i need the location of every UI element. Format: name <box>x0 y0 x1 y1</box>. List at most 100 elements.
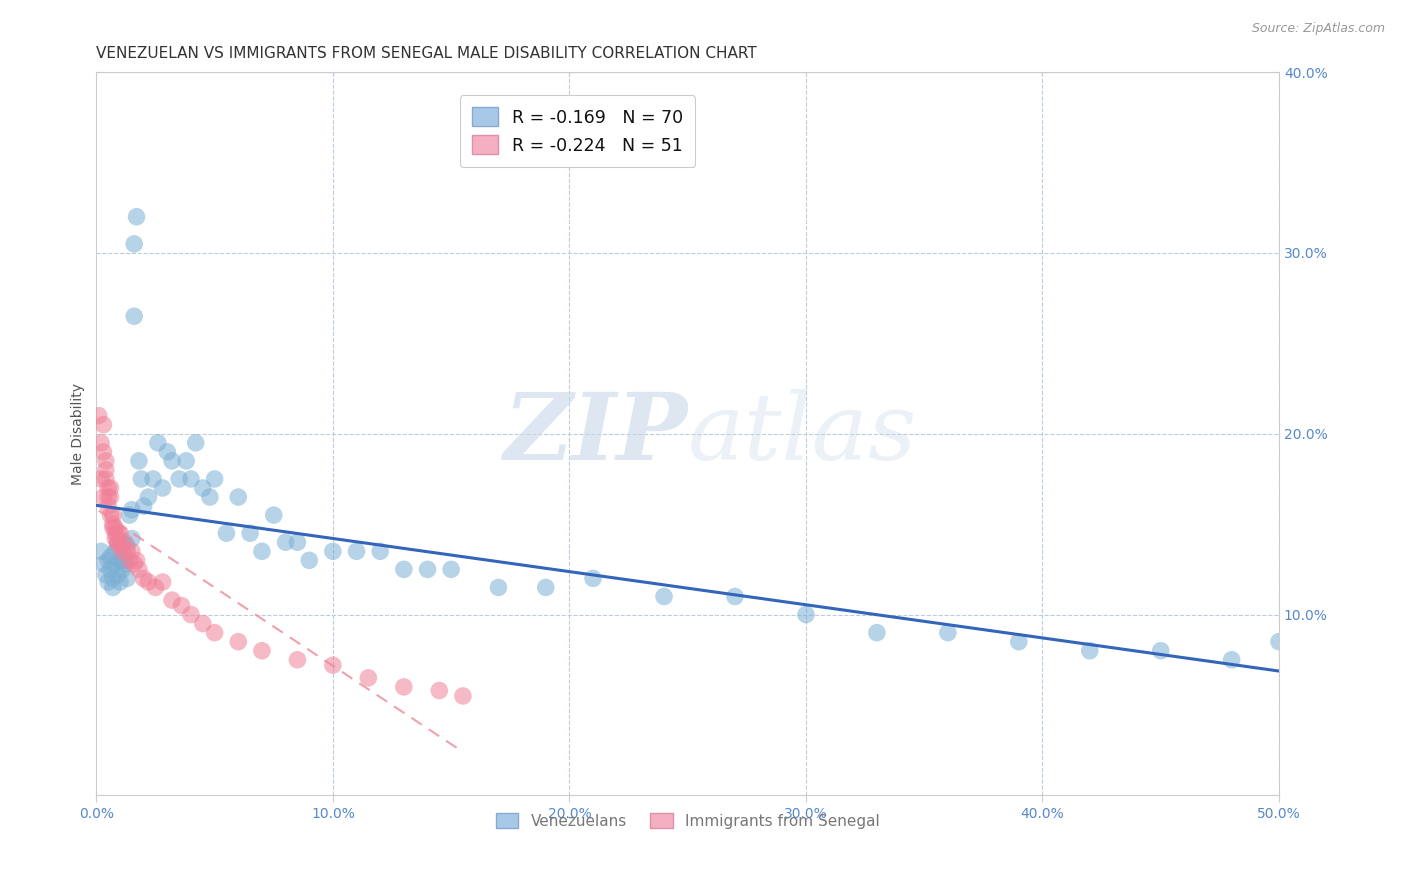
Point <box>121 544 143 558</box>
Point <box>122 557 145 571</box>
Point <box>152 574 174 589</box>
Point <box>125 210 148 224</box>
Point <box>100 490 122 504</box>
Point <box>180 472 202 486</box>
Point <box>160 593 183 607</box>
Point <box>115 539 138 553</box>
Point <box>104 544 127 558</box>
Point <box>122 236 145 251</box>
Point <box>118 553 141 567</box>
Point <box>100 562 122 576</box>
Point <box>97 553 120 567</box>
Point <box>122 310 145 324</box>
Point <box>582 571 605 585</box>
Point <box>121 502 143 516</box>
Point <box>107 567 129 582</box>
Point <box>101 571 124 585</box>
Point <box>204 472 226 486</box>
Point <box>298 553 321 567</box>
Point <box>174 454 197 468</box>
Point <box>101 508 124 522</box>
Point <box>107 535 129 549</box>
Y-axis label: Male Disability: Male Disability <box>72 383 86 484</box>
Point <box>87 409 110 423</box>
Point <box>90 544 112 558</box>
Point <box>250 544 273 558</box>
Point <box>97 499 120 513</box>
Point <box>108 539 131 553</box>
Point <box>427 683 450 698</box>
Point <box>125 553 148 567</box>
Point <box>534 581 557 595</box>
Point <box>138 574 160 589</box>
Point <box>1008 634 1031 648</box>
Point <box>101 521 124 535</box>
Point <box>184 435 207 450</box>
Point <box>128 562 150 576</box>
Point <box>866 625 889 640</box>
Point <box>440 562 463 576</box>
Point <box>1220 653 1243 667</box>
Point <box>652 590 675 604</box>
Point <box>142 472 165 486</box>
Point <box>794 607 817 622</box>
Point <box>322 658 344 673</box>
Point <box>191 481 214 495</box>
Point <box>97 490 120 504</box>
Point <box>1268 634 1291 648</box>
Point <box>226 490 249 504</box>
Point <box>108 553 131 567</box>
Point <box>107 535 129 549</box>
Point <box>93 445 115 459</box>
Point <box>128 454 150 468</box>
Point <box>132 499 155 513</box>
Point <box>104 557 127 571</box>
Point <box>108 526 131 541</box>
Point <box>198 490 221 504</box>
Point <box>114 557 136 571</box>
Point <box>97 481 120 495</box>
Point <box>160 454 183 468</box>
Text: ZIP: ZIP <box>503 389 688 479</box>
Point <box>156 445 179 459</box>
Point <box>107 539 129 553</box>
Point <box>357 671 380 685</box>
Point <box>936 625 959 640</box>
Point <box>274 535 297 549</box>
Point <box>94 463 117 477</box>
Point <box>111 562 134 576</box>
Point <box>100 481 122 495</box>
Point <box>145 581 167 595</box>
Point <box>115 571 138 585</box>
Point <box>94 567 117 582</box>
Point <box>104 521 127 535</box>
Text: VENEZUELAN VS IMMIGRANTS FROM SENEGAL MALE DISABILITY CORRELATION CHART: VENEZUELAN VS IMMIGRANTS FROM SENEGAL MA… <box>97 46 756 62</box>
Point <box>111 535 134 549</box>
Point <box>416 562 439 576</box>
Point <box>121 532 143 546</box>
Point <box>346 544 368 558</box>
Point <box>392 562 415 576</box>
Point <box>100 508 122 522</box>
Point <box>250 644 273 658</box>
Point <box>90 472 112 486</box>
Point <box>167 472 190 486</box>
Point <box>152 481 174 495</box>
Point <box>488 581 510 595</box>
Point <box>287 653 309 667</box>
Point <box>322 544 344 558</box>
Point <box>191 616 214 631</box>
Text: atlas: atlas <box>688 389 917 479</box>
Point <box>118 508 141 522</box>
Point <box>93 557 115 571</box>
Point <box>94 454 117 468</box>
Point <box>180 607 202 622</box>
Point <box>1078 644 1101 658</box>
Point <box>146 435 169 450</box>
Point <box>97 574 120 589</box>
Point <box>104 526 127 541</box>
Point <box>204 625 226 640</box>
Point <box>170 599 193 613</box>
Point <box>226 634 249 648</box>
Point <box>392 680 415 694</box>
